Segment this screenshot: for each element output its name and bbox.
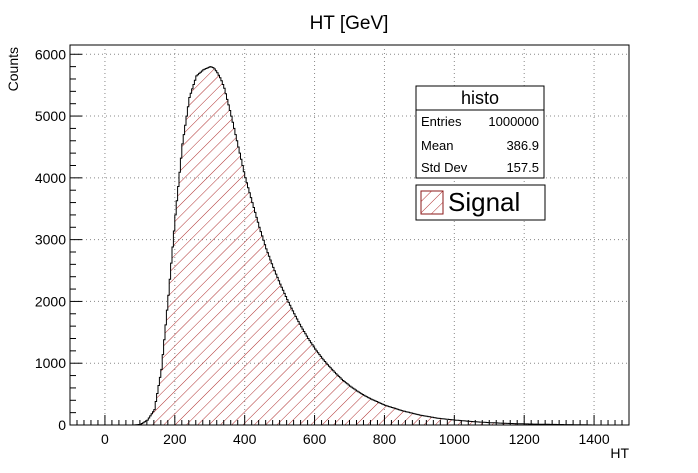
stats-mean-value: 386.9 [506, 138, 539, 153]
stats-stddev-label: Std Dev [421, 160, 468, 175]
y-tick-label-2: 2000 [35, 293, 66, 309]
x-tick-label-6: 1200 [509, 431, 540, 447]
plot-frame [69, 44, 630, 426]
histogram-outline-signal [132, 66, 595, 426]
histogram-fill-signal [132, 66, 595, 425]
y-tick-label-0: 0 [58, 417, 66, 433]
stats-title: histo [461, 88, 499, 108]
x-tick-label-4: 800 [373, 431, 397, 447]
chart-title: HT [GeV] [310, 13, 389, 34]
stats-entries-value: 1000000 [488, 114, 539, 129]
y-tick-label-5: 5000 [35, 108, 66, 124]
x-tick-label-1: 200 [163, 431, 187, 447]
y-tick-label-6: 6000 [35, 46, 66, 62]
x-tick-label-5: 1000 [439, 431, 470, 447]
x-tick-label-2: 400 [233, 431, 257, 447]
x-axis-title: HT [610, 445, 629, 461]
histogram-series [132, 66, 595, 426]
x-tick-label-7: 1400 [578, 431, 609, 447]
legend-swatch-signal [420, 190, 444, 215]
x-axis: 0 200 400 600 800 1000 1200 1400 [69, 415, 630, 447]
y-tick-label-1: 1000 [35, 355, 66, 371]
stats-entries-label: Entries [421, 114, 462, 129]
y-tick-label-4: 4000 [35, 170, 66, 186]
grid-lines [70, 45, 629, 425]
x-tick-label-0: 0 [101, 431, 109, 447]
stats-mean-label: Mean [421, 138, 454, 153]
y-axis-title: Counts [5, 47, 21, 91]
legend: Signal [415, 184, 546, 221]
legend-label-signal: Signal [448, 187, 520, 217]
stats-stddev-value: 157.5 [506, 160, 539, 175]
stats-box: histo Entries 1000000 Mean 386.9 Std Dev… [415, 85, 545, 179]
y-axis: 0 1000 2000 3000 4000 5000 6000 [35, 46, 82, 433]
x-tick-label-3: 600 [303, 431, 327, 447]
y-tick-label-3: 3000 [35, 232, 66, 248]
